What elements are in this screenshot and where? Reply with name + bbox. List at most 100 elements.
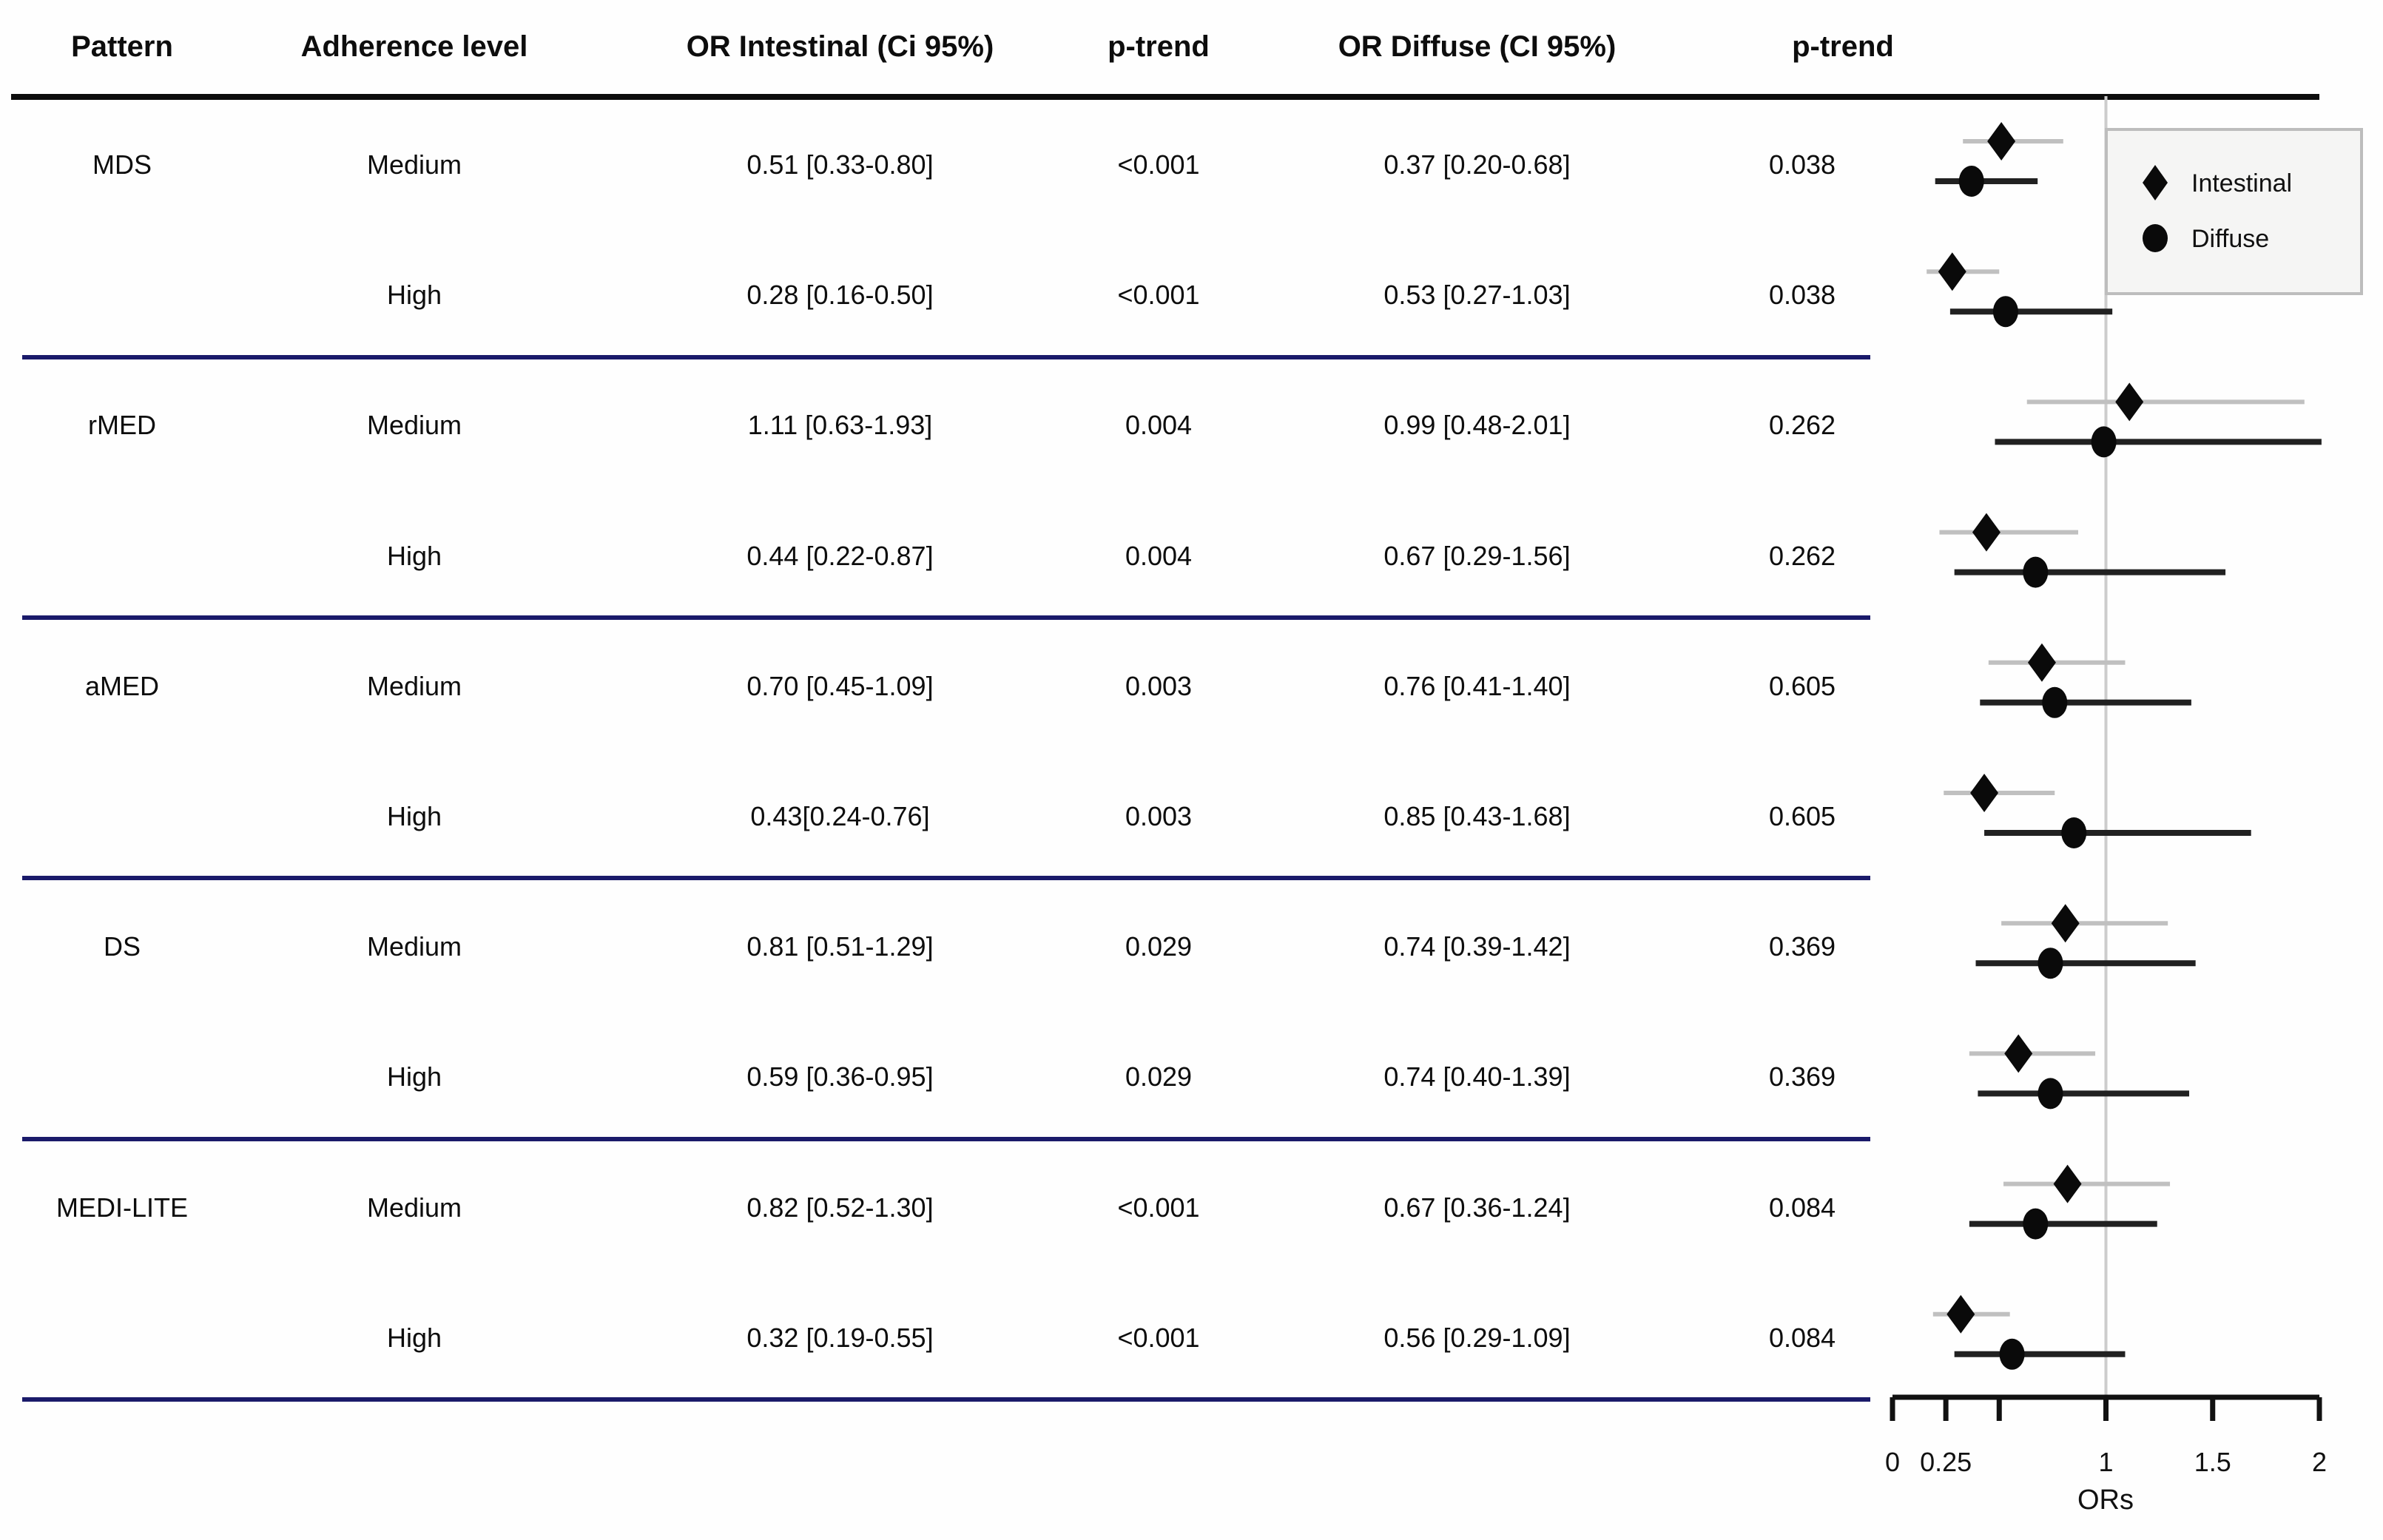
p-intestinal-cell: 0.029 xyxy=(1125,1061,1193,1092)
or-intestinal-cell: 0.59 [0.36-0.95] xyxy=(746,1061,934,1092)
or-diffuse-cell: 0.74 [0.39-1.42] xyxy=(1383,931,1571,962)
header-rule xyxy=(11,94,2319,100)
level-cell: High xyxy=(386,801,442,832)
p-diffuse-cell: 0.605 xyxy=(1768,670,1836,701)
diffuse-circle-marker xyxy=(2061,817,2087,848)
p-intestinal-cell: 0.004 xyxy=(1125,540,1193,571)
x-axis-tick-label: 0 xyxy=(1885,1447,1900,1477)
p-diffuse-cell: 0.084 xyxy=(1768,1322,1836,1353)
or-intestinal-cell: 0.70 [0.45-1.09] xyxy=(746,670,934,701)
or-intestinal-cell: 0.32 [0.19-0.55] xyxy=(746,1322,934,1353)
level-cell: Medium xyxy=(366,149,462,180)
or-diffuse-cell: 0.76 [0.41-1.40] xyxy=(1383,670,1571,701)
pattern-cell: rMED xyxy=(88,410,156,441)
table-bottom-rule xyxy=(22,1397,1870,1402)
group-separator xyxy=(22,615,1870,620)
level-cell: Medium xyxy=(366,410,462,441)
intestinal-diamond-marker xyxy=(1972,513,2001,552)
p-intestinal-cell: <0.001 xyxy=(1117,1192,1200,1223)
or-diffuse-cell: 0.74 [0.40-1.39] xyxy=(1383,1061,1571,1092)
table-header: Pattern Adherence level OR Intestinal (C… xyxy=(0,6,1953,87)
x-axis-tick-label: 0.25 xyxy=(1920,1447,1972,1477)
or-intestinal-cell: 0.82 [0.52-1.30] xyxy=(746,1192,934,1223)
group-separator xyxy=(22,355,1870,359)
table-body: MDS Medium 0.51 [0.33-0.80] <0.001 0.37 … xyxy=(0,100,1872,1399)
header-adherence-level: Adherence level xyxy=(300,30,528,63)
or-diffuse-cell: 0.67 [0.29-1.56] xyxy=(1383,540,1571,571)
p-intestinal-cell: <0.001 xyxy=(1117,149,1200,180)
p-diffuse-cell: 0.369 xyxy=(1768,1061,1836,1092)
intestinal-diamond-marker xyxy=(2004,1034,2033,1073)
x-axis-tick-label: 1.5 xyxy=(2194,1447,2231,1477)
group-separator xyxy=(22,876,1870,880)
legend-diffuse-label: Diffuse xyxy=(2191,225,2269,253)
or-intestinal-cell: 1.11 [0.63-1.93] xyxy=(747,410,933,441)
diffuse-circle-marker xyxy=(2037,948,2063,979)
level-cell: Medium xyxy=(366,931,462,962)
legend: Intestinal Diffuse xyxy=(2105,128,2363,295)
table-row: High 0.28 [0.16-0.50] <0.001 0.53 [0.27-… xyxy=(0,230,1872,360)
or-diffuse-cell: 0.56 [0.29-1.09] xyxy=(1383,1322,1571,1353)
or-intestinal-cell: 0.51 [0.33-0.80] xyxy=(746,149,934,180)
legend-diffuse-circle-icon xyxy=(2143,224,2168,252)
p-intestinal-cell: 0.029 xyxy=(1125,931,1193,962)
p-diffuse-cell: 0.605 xyxy=(1768,801,1836,832)
diffuse-circle-marker xyxy=(1999,1338,2025,1370)
level-cell: High xyxy=(386,1322,442,1353)
level-cell: High xyxy=(386,540,442,571)
x-axis xyxy=(1890,1394,2322,1421)
x-axis-labels: 0 0.25 1 1.5 2 xyxy=(1885,1447,2327,1477)
table-row: High 0.32 [0.19-0.55] <0.001 0.56 [0.29-… xyxy=(0,1273,1872,1403)
x-axis-tick-label: 1 xyxy=(2098,1447,2113,1477)
intestinal-diamond-marker xyxy=(1946,1294,1975,1334)
p-intestinal-cell: 0.004 xyxy=(1125,410,1193,441)
or-diffuse-cell: 0.85 [0.43-1.68] xyxy=(1383,801,1571,832)
legend-intestinal-diamond-icon xyxy=(2143,165,2168,200)
p-diffuse-cell: 0.369 xyxy=(1768,931,1836,962)
diffuse-circle-marker xyxy=(1958,166,1984,197)
diffuse-circle-marker xyxy=(2037,1078,2063,1110)
table-row: High 0.59 [0.36-0.95] 0.029 0.74 [0.40-1… xyxy=(0,1012,1872,1142)
header-or-intestinal: OR Intestinal (Ci 95%) xyxy=(686,30,994,63)
intestinal-diamond-marker xyxy=(1987,122,2016,161)
intestinal-diamond-marker xyxy=(2053,1164,2082,1203)
intestinal-diamond-marker xyxy=(2115,382,2144,422)
intestinal-diamond-marker xyxy=(1938,252,1966,291)
p-diffuse-cell: 0.038 xyxy=(1768,149,1836,180)
table-row: High 0.44 [0.22-0.87] 0.004 0.67 [0.29-1… xyxy=(0,491,1872,621)
p-intestinal-cell: <0.001 xyxy=(1117,280,1200,311)
level-cell: High xyxy=(386,1061,442,1092)
p-diffuse-cell: 0.084 xyxy=(1768,1192,1836,1223)
intestinal-diamond-marker xyxy=(2051,904,2080,943)
forest-plot-rows xyxy=(1927,122,2322,1370)
header-p-trend-intestinal: p-trend xyxy=(1108,30,1210,63)
header-pattern: Pattern xyxy=(71,30,173,63)
p-intestinal-cell: 0.003 xyxy=(1125,670,1193,701)
level-cell: Medium xyxy=(366,1192,462,1223)
or-diffuse-cell: 0.37 [0.20-0.68] xyxy=(1383,149,1571,180)
level-cell: Medium xyxy=(366,670,462,701)
or-diffuse-cell: 0.99 [0.48-2.01] xyxy=(1383,410,1571,441)
intestinal-diamond-marker xyxy=(2027,643,2056,682)
legend-box xyxy=(2105,128,2363,295)
diffuse-circle-marker xyxy=(2042,686,2068,718)
p-diffuse-cell: 0.262 xyxy=(1768,540,1836,571)
table-row: rMED Medium 1.11 [0.63-1.93] 0.004 0.99 … xyxy=(0,360,1872,490)
table-row: MDS Medium 0.51 [0.33-0.80] <0.001 0.37 … xyxy=(0,100,1872,230)
p-diffuse-cell: 0.038 xyxy=(1768,280,1836,311)
p-diffuse-cell: 0.262 xyxy=(1768,410,1836,441)
table-row: DS Medium 0.81 [0.51-1.29] 0.029 0.74 [0… xyxy=(0,882,1872,1012)
pattern-cell: MEDI-LITE xyxy=(55,1192,188,1223)
x-axis-tick-label: 2 xyxy=(2312,1447,2327,1477)
diffuse-circle-marker xyxy=(2023,556,2049,588)
header-or-diffuse: OR Diffuse (CI 95%) xyxy=(1338,30,1617,63)
or-diffuse-cell: 0.67 [0.36-1.24] xyxy=(1383,1192,1571,1223)
diffuse-circle-marker xyxy=(2091,426,2117,458)
table-row: High 0.43[0.24-0.76] 0.003 0.85 [0.43-1.… xyxy=(0,752,1872,882)
table-row: MEDI-LITE Medium 0.82 [0.52-1.30] <0.001… xyxy=(0,1143,1872,1273)
forest-plot: 0 0.25 1 1.5 2 ORs Intestinal Diffuse xyxy=(1885,96,2363,1516)
p-intestinal-cell: 0.003 xyxy=(1125,801,1193,832)
or-intestinal-cell: 0.43[0.24-0.76] xyxy=(750,801,930,832)
table-row: aMED Medium 0.70 [0.45-1.09] 0.003 0.76 … xyxy=(0,621,1872,752)
